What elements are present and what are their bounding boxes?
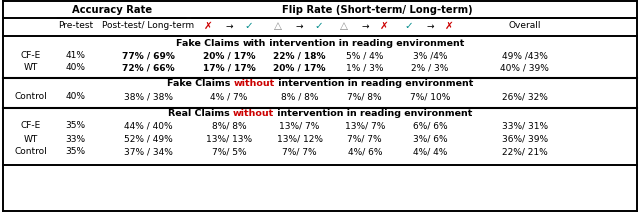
Text: 13%/ 7%: 13%/ 7% (279, 121, 320, 131)
Text: →: → (296, 21, 303, 31)
Text: 33%/ 31%: 33%/ 31% (502, 121, 548, 131)
Text: 6%/ 6%: 6%/ 6% (413, 121, 447, 131)
Text: intervention in reading environment: intervention in reading environment (274, 109, 472, 117)
Text: ✗: ✗ (445, 21, 454, 31)
Text: 77% / 69%: 77% / 69% (122, 52, 175, 60)
Text: 13%/ 12%: 13%/ 12% (276, 134, 323, 144)
Text: 5% / 4%: 5% / 4% (346, 52, 383, 60)
Text: 33%: 33% (65, 134, 86, 144)
Text: 72% / 66%: 72% / 66% (122, 64, 175, 73)
Text: →: → (361, 21, 369, 31)
Text: 35%: 35% (65, 121, 86, 131)
Text: WT: WT (24, 64, 38, 73)
Text: 7%/ 7%: 7%/ 7% (348, 134, 382, 144)
Text: 52% / 49%: 52% / 49% (124, 134, 173, 144)
Text: CF-E: CF-E (20, 52, 41, 60)
Text: 44% / 40%: 44% / 40% (124, 121, 173, 131)
Text: 1% / 3%: 1% / 3% (346, 64, 383, 73)
Text: 40%: 40% (65, 64, 86, 73)
Text: intervention in reading environment: intervention in reading environment (266, 39, 464, 47)
Text: Control: Control (14, 148, 47, 156)
Text: 41%: 41% (65, 52, 86, 60)
Text: 7%/ 8%: 7%/ 8% (348, 92, 382, 102)
Text: 26%/ 32%: 26%/ 32% (502, 92, 548, 102)
Text: 36%/ 39%: 36%/ 39% (502, 134, 548, 144)
Text: WT: WT (24, 134, 38, 144)
Text: Post-test/ Long-term: Post-test/ Long-term (102, 21, 195, 31)
Text: 2% / 3%: 2% / 3% (412, 64, 449, 73)
Text: Accuracy Rate: Accuracy Rate (72, 5, 152, 15)
Text: 4%/ 6%: 4%/ 6% (348, 148, 382, 156)
Text: ✓: ✓ (404, 21, 413, 31)
Text: 49% /43%: 49% /43% (502, 52, 548, 60)
Text: 4% / 7%: 4% / 7% (211, 92, 248, 102)
Text: 13%/ 13%: 13%/ 13% (206, 134, 252, 144)
Text: ✓: ✓ (244, 21, 253, 31)
Text: 22% / 18%: 22% / 18% (273, 52, 326, 60)
Text: 35%: 35% (65, 148, 86, 156)
Text: Flip Rate (Short-term/ Long-term): Flip Rate (Short-term/ Long-term) (282, 5, 472, 15)
Text: Fake Claims: Fake Claims (176, 39, 243, 47)
Text: Control: Control (14, 92, 47, 102)
Text: 8% / 8%: 8% / 8% (281, 92, 318, 102)
Text: without: without (234, 80, 275, 88)
Text: Real Claims: Real Claims (168, 109, 233, 117)
Text: △: △ (340, 21, 348, 31)
Text: ✗: ✗ (204, 21, 212, 31)
Text: 3%/ 6%: 3%/ 6% (413, 134, 447, 144)
Text: 8%/ 8%: 8%/ 8% (212, 121, 246, 131)
Text: 13%/ 7%: 13%/ 7% (344, 121, 385, 131)
Text: without: without (233, 109, 274, 117)
Text: →: → (426, 21, 434, 31)
Text: →: → (225, 21, 233, 31)
Text: 7%/ 5%: 7%/ 5% (212, 148, 246, 156)
Text: 40%: 40% (65, 92, 86, 102)
Text: 20% / 17%: 20% / 17% (203, 52, 255, 60)
Text: ✓: ✓ (314, 21, 323, 31)
Text: ✗: ✗ (380, 21, 388, 31)
Text: 4%/ 4%: 4%/ 4% (413, 148, 447, 156)
Text: Overall: Overall (509, 21, 541, 31)
Text: △: △ (275, 21, 282, 31)
Text: 37% / 34%: 37% / 34% (124, 148, 173, 156)
Text: Fake Claims: Fake Claims (167, 80, 234, 88)
Text: 3% /4%: 3% /4% (413, 52, 447, 60)
Text: 22%/ 21%: 22%/ 21% (502, 148, 548, 156)
Text: 20% / 17%: 20% / 17% (273, 64, 326, 73)
Text: Pre-test: Pre-test (58, 21, 93, 31)
Text: 7%/ 7%: 7%/ 7% (282, 148, 317, 156)
Text: 17% / 17%: 17% / 17% (203, 64, 255, 73)
Text: 40% / 39%: 40% / 39% (500, 64, 549, 73)
Text: 7%/ 10%: 7%/ 10% (410, 92, 451, 102)
Text: CF-E: CF-E (20, 121, 41, 131)
Text: intervention in reading environment: intervention in reading environment (275, 80, 473, 88)
Text: 38% / 38%: 38% / 38% (124, 92, 173, 102)
Text: with: with (243, 39, 266, 47)
